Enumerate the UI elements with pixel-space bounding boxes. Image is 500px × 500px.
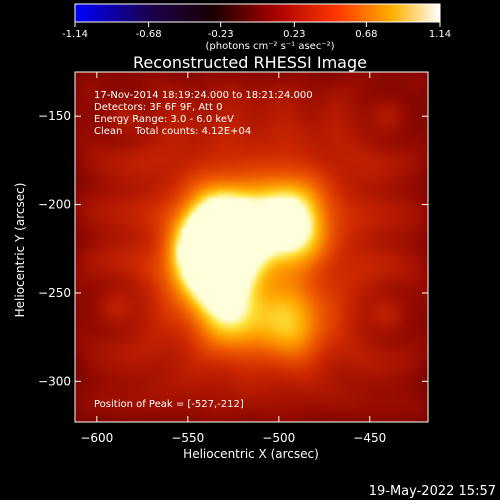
annotation-peak: Position of Peak = [-527,-212] <box>94 399 244 410</box>
colorbar-unit-label: (photons cm⁻² s⁻¹ asec⁻²) <box>205 41 334 52</box>
colorbar-tick-label: -0.23 <box>208 29 234 40</box>
y-tick-label: −150 <box>38 109 71 123</box>
colorbar-tick-label: 0.68 <box>355 29 377 40</box>
x-axis-label: Heliocentric X (arcsec) <box>183 447 319 461</box>
annotation-time-range: 17-Nov-2014 18:19:24.000 to 18:21:24.000 <box>94 90 313 101</box>
y-tick-label: −200 <box>38 198 71 212</box>
annotation-detectors: Detectors: 3F 6F 9F, Att 0 <box>94 102 222 113</box>
colorbar-tick-label: 1.14 <box>429 29 451 40</box>
colorbar-tick-label: -0.68 <box>136 29 162 40</box>
chart-title: Reconstructed RHESSI Image <box>133 53 367 72</box>
timestamp: 19-May-2022 15:57 <box>369 484 496 499</box>
colorbar-ticks: -1.14 -0.68 -0.23 0.23 0.68 1.14 <box>62 22 451 40</box>
x-tick-label: −500 <box>262 431 295 445</box>
plot-frame <box>74 71 429 423</box>
y-axis-label: Heliocentric Y (arcsec) <box>13 183 27 318</box>
x-tick-label: −450 <box>353 431 386 445</box>
y-tick-label: −250 <box>38 286 71 300</box>
y-tick-label: −300 <box>38 374 71 388</box>
colorbar-tick-label: -1.14 <box>62 29 88 40</box>
x-tick-label: −550 <box>171 431 204 445</box>
colorbar <box>74 3 441 23</box>
x-tick-label: −600 <box>80 431 113 445</box>
image-area: −600 −550 −500 −450 −150 −200 −250 −300 <box>38 71 429 445</box>
y-axis-ticks: −150 −200 −250 −300 <box>38 109 428 388</box>
annotation-clean: Clean Total counts: 4.12E+04 <box>94 126 251 137</box>
heatmap-image <box>75 72 428 422</box>
colorbar-tick-label: 0.23 <box>283 29 305 40</box>
x-axis-ticks: −600 −550 −500 −450 <box>80 72 386 445</box>
annotation-energy: Energy Range: 3.0 - 6.0 keV <box>94 114 234 125</box>
